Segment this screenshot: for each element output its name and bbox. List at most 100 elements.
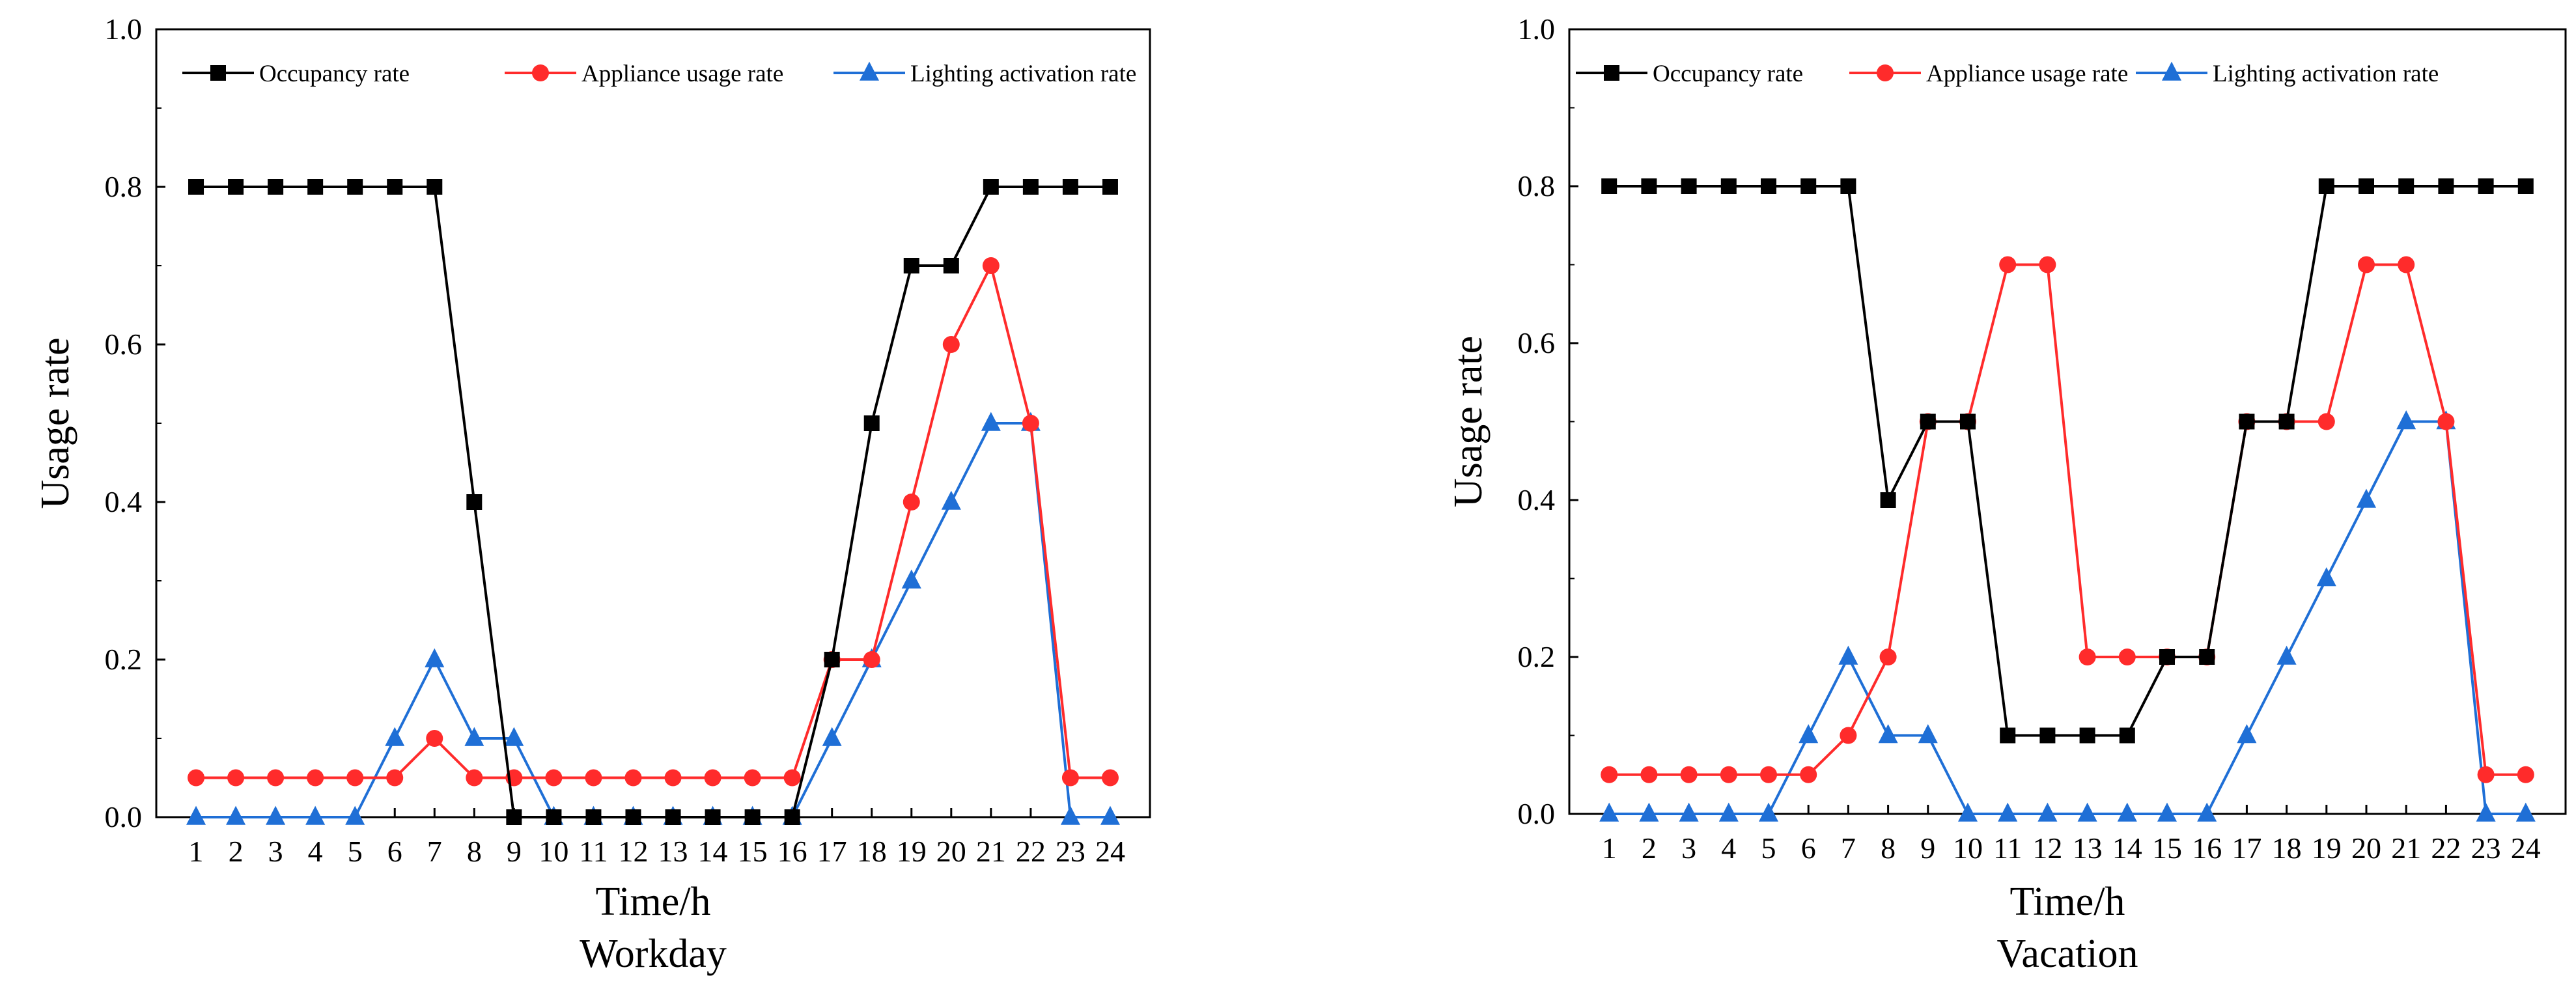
x-tick-label: 24 (1095, 835, 1125, 868)
x-tick-label: 22 (1016, 835, 1046, 868)
data-point (2037, 802, 2058, 822)
data-point (186, 805, 206, 825)
data-point (2515, 802, 2536, 822)
data-point (307, 179, 324, 195)
data-point (981, 412, 1001, 431)
series-lighting-activation-rate (1599, 410, 2536, 822)
data-point (2437, 413, 2455, 430)
data-point (545, 769, 563, 787)
data-point (1022, 415, 1039, 432)
series-line (1609, 420, 2526, 815)
x-tick-label: 2 (1642, 831, 1657, 865)
data-point (427, 179, 443, 195)
y-axis-title: Usage rate (33, 337, 77, 509)
data-point (1800, 178, 1817, 194)
data-point (1760, 766, 1777, 783)
data-point (1840, 727, 1857, 744)
x-tick-label: 21 (976, 835, 1006, 868)
data-point (784, 809, 800, 825)
y-axis-title: Usage rate (1446, 336, 1491, 507)
data-point (546, 809, 562, 825)
y-tick-label: 0.6 (105, 328, 143, 361)
data-point (2117, 802, 2137, 822)
data-point (1601, 766, 1618, 783)
data-point (1022, 179, 1039, 195)
data-point (624, 769, 642, 787)
x-tick-label: 5 (1761, 831, 1776, 865)
data-point (2517, 178, 2534, 194)
y-tick-label: 1.0 (1518, 12, 1556, 46)
data-point (2276, 645, 2297, 665)
data-point (1681, 178, 1697, 194)
data-point (2317, 413, 2335, 430)
x-tick-label: 8 (467, 835, 482, 868)
data-point (425, 648, 445, 667)
x-tick-label: 19 (897, 835, 927, 868)
y-tick-label: 0.8 (105, 170, 143, 203)
x-tick-label: 21 (2391, 831, 2421, 865)
data-point (307, 769, 324, 787)
x-tick-label: 15 (2152, 831, 2182, 865)
data-point (983, 179, 999, 195)
x-tick-label: 8 (1881, 831, 1896, 865)
data-point (2316, 567, 2336, 587)
chart-workday: 0.00.20.40.60.81.01 2 3 4 5 6 7 8 9 10 11 12 13 14 15 1… (33, 12, 1151, 976)
x-tick-label: 9 (507, 835, 522, 868)
x-axis-title: Time/h (2010, 880, 2125, 924)
legend-marker (2162, 61, 2181, 81)
x-tick-label: 3 (268, 835, 283, 868)
x-tick-label: 14 (698, 835, 728, 868)
legend-item: Lighting activation rate (833, 61, 1136, 87)
x-tick-label: 10 (539, 835, 568, 868)
data-point (1100, 805, 1120, 825)
x-tick-label: 7 (427, 835, 442, 868)
x-axis-title: Time/h (596, 880, 711, 924)
x-tick-label: 6 (1801, 831, 1816, 865)
x-tick-label: 1 (189, 835, 204, 868)
data-point (2239, 413, 2255, 430)
data-point (822, 727, 842, 746)
data-point (1879, 649, 1897, 665)
data-point (1838, 645, 1858, 665)
legend-label: Appliance usage rate (1926, 61, 2128, 87)
legend-marker (210, 65, 226, 81)
data-point (824, 652, 840, 667)
data-point (1101, 769, 1119, 787)
x-tick-label: 23 (1056, 835, 1085, 868)
x-tick-label: 13 (2073, 831, 2103, 865)
y-tick-label: 0.8 (1518, 169, 1556, 202)
data-point (585, 769, 602, 787)
data-point (664, 769, 682, 787)
data-point (1718, 802, 1739, 822)
data-point (466, 769, 483, 787)
panel-caption: Workday (580, 932, 727, 976)
data-point (346, 769, 364, 787)
y-tick-label: 0.2 (105, 643, 143, 676)
data-point (2079, 649, 2096, 665)
x-tick-label: 16 (777, 835, 807, 868)
data-point (585, 809, 602, 825)
data-point (2438, 178, 2454, 194)
data-point (1840, 178, 1856, 194)
legend-item: Occupancy rate (182, 61, 410, 87)
series-occupancy-rate (1601, 178, 2534, 744)
legend-marker (532, 64, 549, 81)
data-point (2079, 727, 2095, 744)
data-point (941, 490, 961, 510)
x-tick-label: 18 (857, 835, 887, 868)
data-point (1680, 766, 1698, 783)
data-point (901, 569, 921, 589)
x-tick-label: 3 (1681, 831, 1696, 865)
x-tick-label: 4 (1721, 831, 1736, 865)
data-point (1599, 802, 1619, 822)
x-tick-label: 11 (1993, 831, 2022, 865)
data-point (2396, 410, 2416, 430)
data-point (1920, 413, 1936, 430)
data-point (2077, 802, 2097, 822)
data-point (464, 727, 484, 746)
data-point (1918, 724, 1938, 744)
data-point (943, 258, 959, 273)
data-point (385, 727, 405, 746)
data-point (1601, 178, 1617, 194)
legend-marker (1604, 65, 1619, 81)
